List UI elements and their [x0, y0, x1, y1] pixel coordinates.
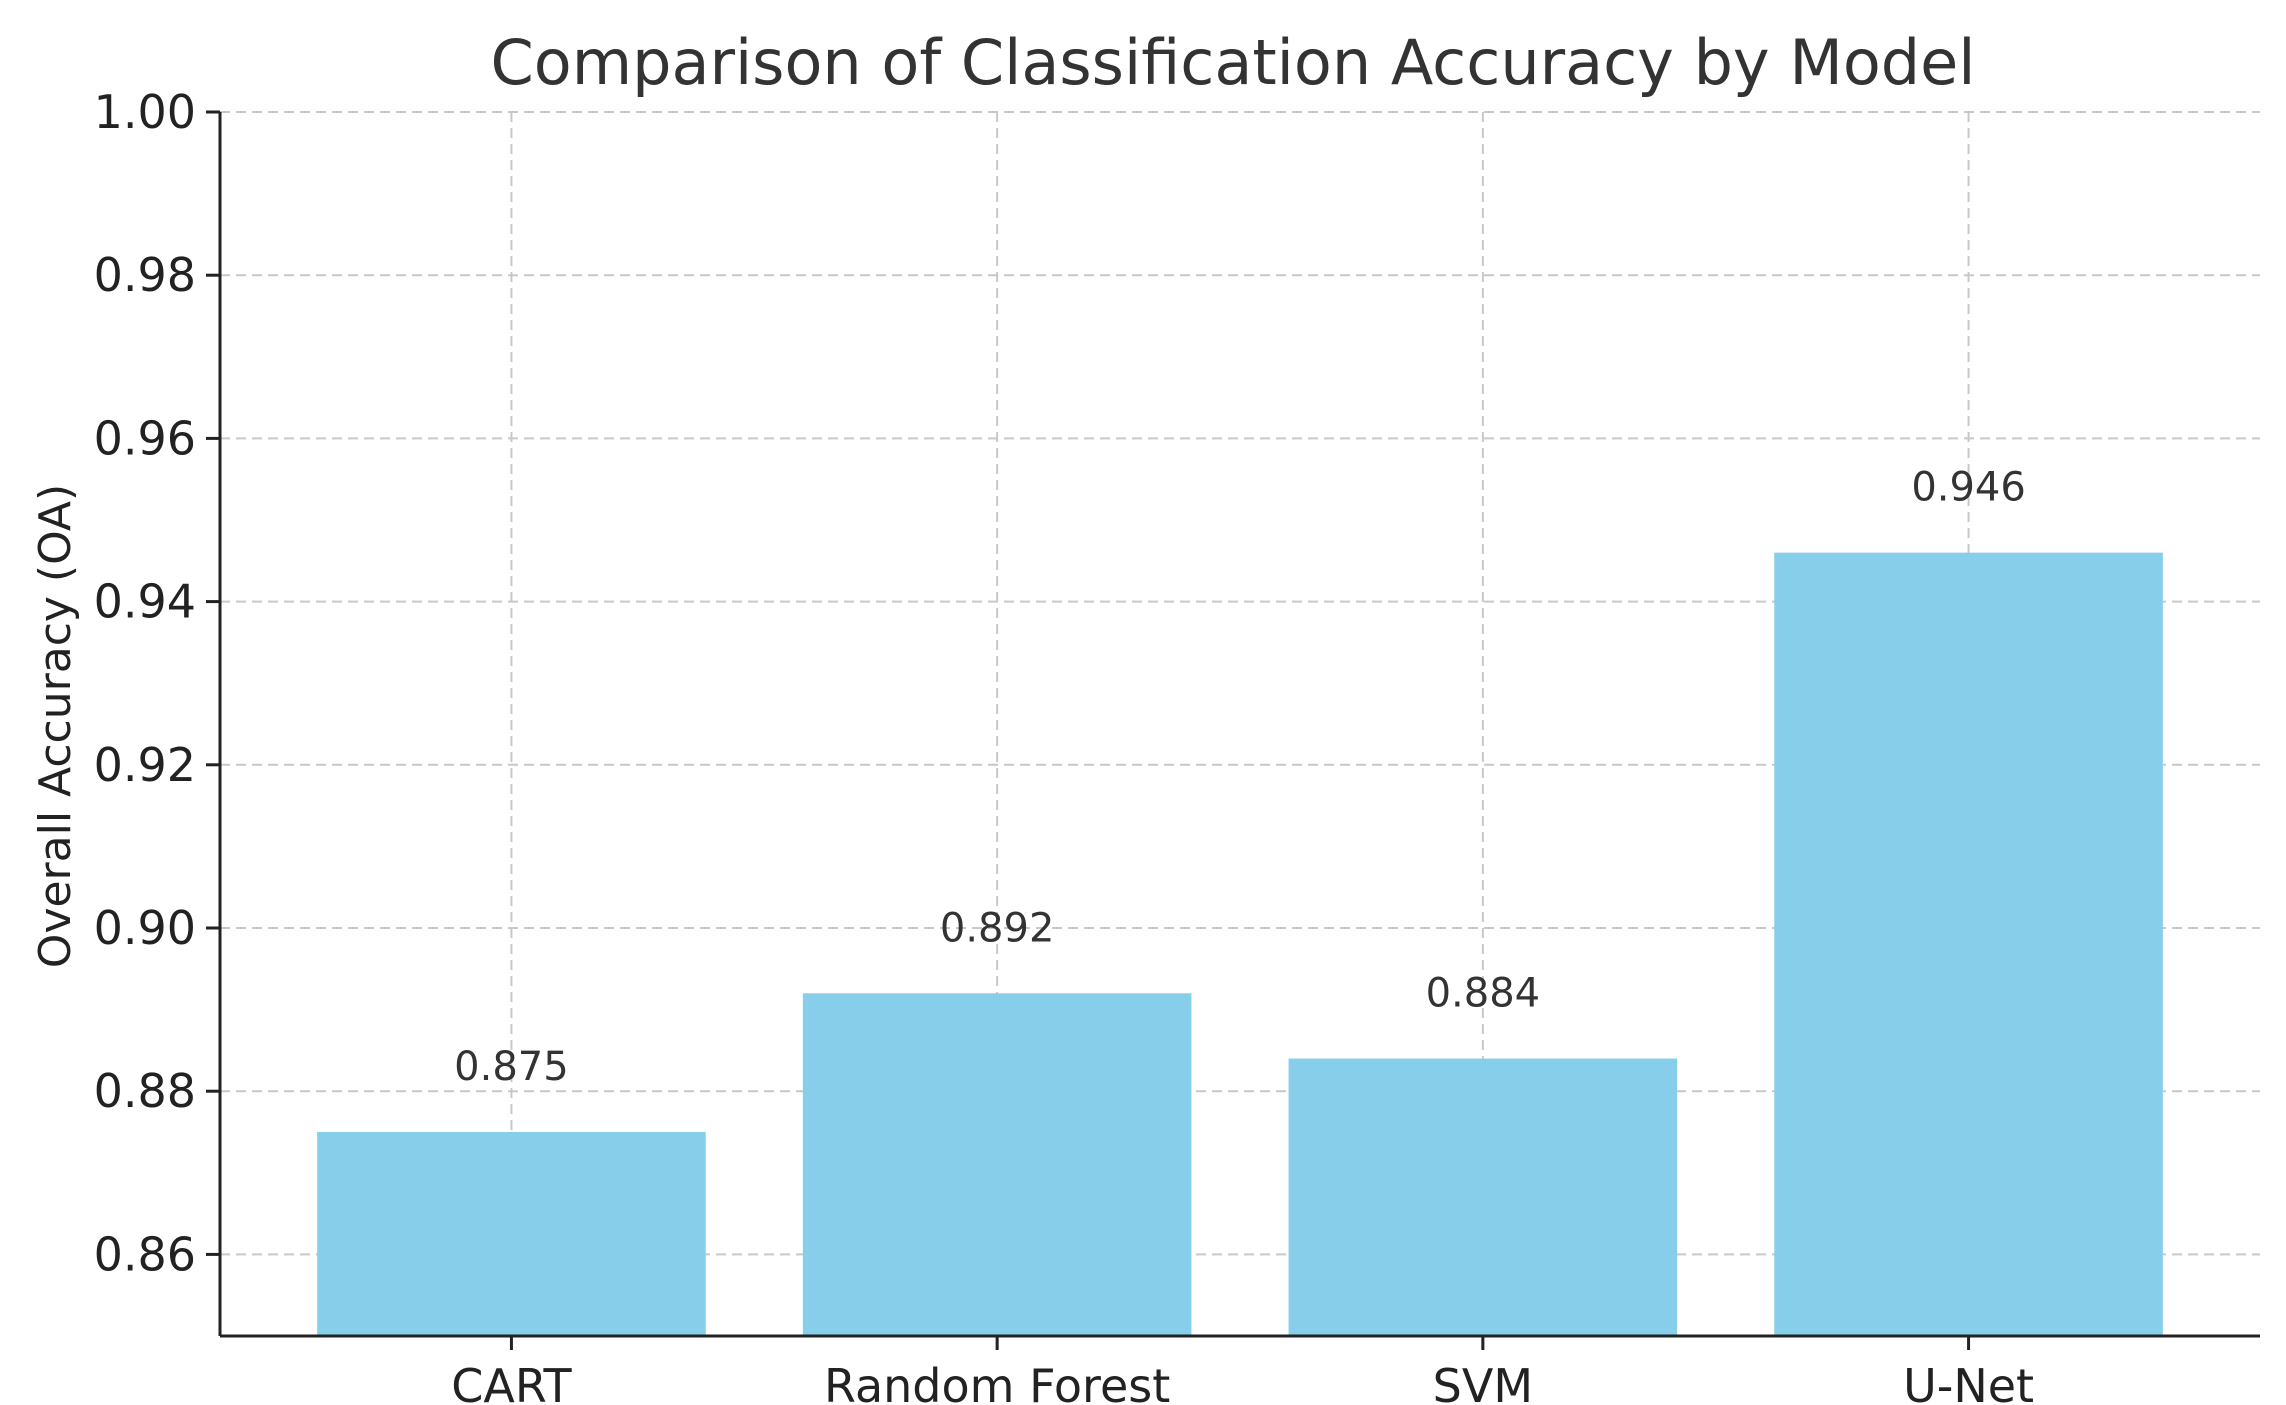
x-tick-label: CART [451, 1359, 572, 1405]
bar [1774, 552, 2163, 1336]
bar [1288, 1058, 1678, 1336]
x-tick-label: SVM [1433, 1359, 1533, 1405]
y-tick-label: 0.96 [94, 411, 196, 465]
y-tick-label: 0.86 [94, 1227, 196, 1281]
bar-value-label: 0.892 [940, 905, 1055, 951]
labels-layer: 0.86 0.88 0.90 0.92 0.94 0.96 0.98 1.00 0.875 0.8… [94, 85, 2035, 1405]
chart-title: Comparison of Classification Accuracy by… [490, 26, 1975, 99]
y-tick-label: 0.94 [94, 575, 196, 629]
y-tick-label: 0.90 [94, 901, 196, 955]
x-tick-label: Random Forest [824, 1359, 1170, 1405]
y-tick-label: 0.92 [94, 738, 196, 792]
y-tick-label: 1.00 [94, 85, 196, 139]
bars-layer [317, 552, 2163, 1336]
y-tick-label: 0.98 [94, 248, 196, 302]
y-axis-label: Overall Accuracy (OA) [30, 484, 81, 968]
y-tick-label: 0.88 [94, 1064, 196, 1118]
bar-value-label: 0.946 [1911, 465, 2026, 511]
bar [317, 1132, 706, 1336]
axes-layer [206, 110, 2260, 1350]
bar [802, 993, 1192, 1336]
x-tick-label: U-Net [1903, 1359, 2034, 1405]
bar-value-label: 0.875 [454, 1044, 569, 1090]
bar-value-label: 0.884 [1426, 971, 1541, 1017]
